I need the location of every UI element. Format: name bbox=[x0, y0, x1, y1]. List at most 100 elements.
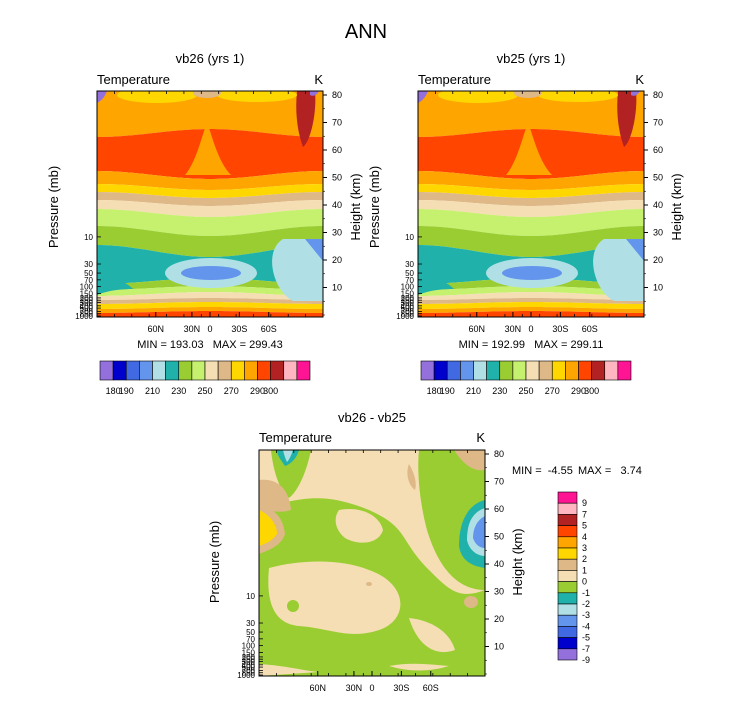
colorbar-label: 230 bbox=[492, 386, 507, 396]
y-axis-label: Pressure (mb) bbox=[367, 166, 382, 248]
contour-band bbox=[538, 91, 618, 102]
field-label: Temperature bbox=[418, 72, 491, 87]
colorbar-swatch bbox=[99, 360, 114, 381]
x-tick-label: 30N bbox=[505, 324, 522, 334]
units-label: K bbox=[314, 72, 323, 87]
y-tick-label: 1000 bbox=[396, 312, 414, 321]
panel-difference: vb26 - vb25 Temperature K 60N 30N 0 30S 60S … bbox=[207, 410, 642, 693]
diff-region bbox=[464, 596, 478, 608]
colorbar-swatch bbox=[283, 360, 298, 381]
y-tick-label: 400 bbox=[242, 661, 256, 670]
colorbar-swatch bbox=[178, 360, 193, 381]
y-tick-label: 850 bbox=[401, 310, 415, 319]
diff-region bbox=[473, 516, 485, 548]
colorbar-label: 7 bbox=[582, 509, 587, 519]
y-tick-label: 500 bbox=[401, 304, 415, 313]
colorbar-swatch bbox=[565, 360, 579, 381]
panel-vb26: vb26 (yrs 1) Temperature K 60N 30N 0 30S 60S… bbox=[46, 51, 363, 396]
plot-area bbox=[259, 450, 485, 676]
colorbar-swatch bbox=[139, 360, 153, 381]
stats-max: MAX = 3.74 bbox=[578, 465, 642, 477]
colorbar-label: 290 bbox=[571, 386, 586, 396]
contour-band bbox=[97, 286, 323, 296]
contour-band bbox=[97, 91, 107, 103]
y-right-tick-label: 80 bbox=[494, 449, 504, 459]
contour-band bbox=[97, 302, 323, 309]
contour-band bbox=[305, 239, 323, 261]
colorbar-label: 2 bbox=[582, 554, 587, 564]
panel-vb25: vb25 (yrs 1) Temperature K 60N 30N 0 30S 60S… bbox=[367, 51, 684, 396]
contour-band bbox=[502, 266, 562, 280]
contour-band bbox=[97, 184, 323, 198]
colorbar-swatch bbox=[557, 648, 578, 661]
colorbar-label: -3 bbox=[582, 610, 590, 620]
colorbar-label: 180 bbox=[106, 386, 121, 396]
contour-band bbox=[181, 266, 241, 280]
colorbar-label: 210 bbox=[466, 386, 481, 396]
contour-band bbox=[418, 184, 644, 198]
x-axis: 60N 30N 0 30S 60S bbox=[275, 450, 469, 693]
y-tick-label: 200 bbox=[80, 294, 94, 303]
contour-band bbox=[117, 91, 197, 103]
colorbar-swatch bbox=[557, 581, 578, 594]
y-right-tick-label: 10 bbox=[653, 283, 663, 293]
y-tick-label: 700 bbox=[401, 307, 415, 316]
y-right-tick-label: 70 bbox=[653, 118, 663, 128]
x-tick-label: 30N bbox=[346, 683, 363, 693]
colorbar-swatch bbox=[557, 592, 578, 605]
x-tick-label: 30N bbox=[184, 324, 201, 334]
contour-band bbox=[418, 274, 454, 295]
units-label: K bbox=[476, 430, 485, 445]
colorbar-swatch bbox=[257, 360, 271, 381]
colorbar-label: -2 bbox=[582, 599, 590, 609]
colorbar-swatch bbox=[557, 525, 578, 538]
colorbar-swatch bbox=[557, 491, 578, 504]
y-tick-label: 850 bbox=[80, 310, 94, 319]
colorbar-swatch bbox=[112, 360, 127, 381]
y-tick-label: 500 bbox=[80, 304, 94, 313]
y-tick-label: 250 bbox=[401, 296, 415, 305]
y-right-tick-label: 30 bbox=[653, 228, 663, 238]
colorbar-label: -1 bbox=[582, 588, 590, 598]
contour-band bbox=[418, 192, 644, 206]
diff-region bbox=[351, 644, 399, 653]
y-tick-label: 1000 bbox=[237, 671, 255, 680]
x-tick-label: 60S bbox=[423, 683, 439, 693]
y-right-tick-label: 70 bbox=[332, 118, 342, 128]
colorbar-label: -4 bbox=[582, 621, 590, 631]
colorbar-label: 0 bbox=[582, 577, 587, 587]
y-right-tick-label: 50 bbox=[494, 532, 504, 542]
contour-band bbox=[418, 226, 644, 257]
y-tick-label: 250 bbox=[242, 655, 256, 664]
x-tick-label: 30S bbox=[393, 683, 409, 693]
y-tick-label: 50 bbox=[84, 269, 93, 278]
colorbar-swatch bbox=[557, 547, 578, 560]
x-axis: 60N 30N 0 30S 60S bbox=[434, 91, 628, 334]
colorbar-swatch bbox=[270, 360, 285, 381]
contour-band bbox=[626, 239, 644, 261]
contour-band bbox=[97, 192, 323, 206]
colorbar-swatch bbox=[433, 360, 448, 381]
stats-min: MIN = -4.55 bbox=[512, 465, 573, 477]
colorbar-swatch bbox=[525, 360, 540, 381]
diff-region bbox=[283, 450, 293, 462]
x-tick-label: 30S bbox=[231, 324, 247, 334]
y-right-tick-label: 40 bbox=[332, 200, 342, 210]
y-tick-label: 50 bbox=[405, 269, 414, 278]
colorbar-swatch bbox=[446, 360, 461, 381]
diff-region bbox=[335, 508, 383, 543]
colorbar-swatch bbox=[165, 360, 180, 381]
colorbar-label: 3 bbox=[582, 543, 587, 553]
y-tick-label: 400 bbox=[80, 302, 94, 311]
y-tick-label: 100 bbox=[80, 283, 94, 292]
colorbar-swatch bbox=[499, 360, 514, 381]
y-tick-label: 250 bbox=[80, 296, 94, 305]
x-tick-label: 0 bbox=[207, 324, 212, 334]
y-tick-label: 70 bbox=[405, 276, 414, 285]
y-right-tick-label: 30 bbox=[494, 587, 504, 597]
colorbar-label: -7 bbox=[582, 644, 590, 654]
y-tick-label: 10 bbox=[84, 233, 93, 242]
contour-band bbox=[97, 298, 323, 304]
